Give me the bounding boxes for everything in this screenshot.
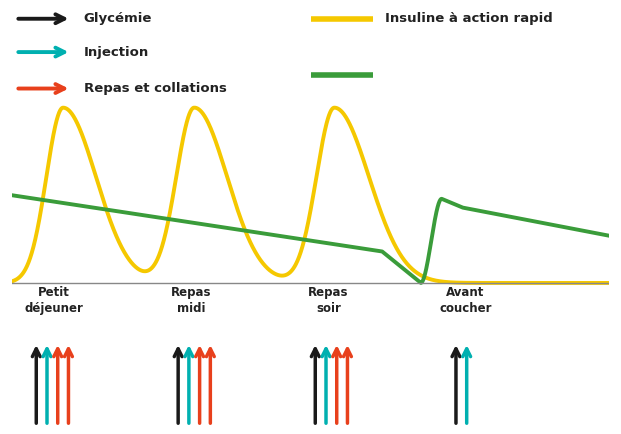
Text: Avant
coucher: Avant coucher — [439, 286, 492, 316]
Text: Repas et collations: Repas et collations — [84, 82, 227, 95]
Text: Petit
déjeuner: Petit déjeuner — [25, 286, 84, 316]
Text: Repas
midi: Repas midi — [171, 286, 212, 316]
Text: Injection: Injection — [84, 46, 149, 59]
Text: Insuline à action rapid: Insuline à action rapid — [385, 12, 553, 25]
Text: Repas
soir: Repas soir — [308, 286, 348, 316]
Text: Glycémie: Glycémie — [84, 12, 152, 25]
